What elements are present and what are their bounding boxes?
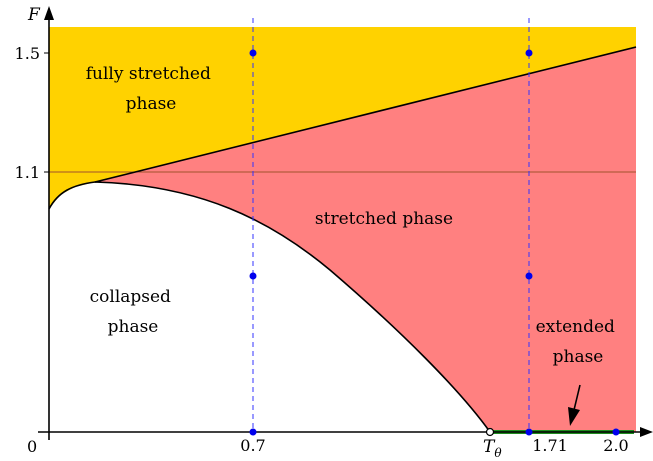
collapsed-label: collapsed phase — [90, 287, 177, 337]
stretched-label: stretched phase — [315, 209, 453, 229]
y-axis-label: F — [27, 5, 41, 25]
upper-boundary — [94, 46, 637, 183]
point-20-axis — [612, 428, 620, 436]
extended-label-line1: extended — [536, 317, 615, 337]
point-171-high — [525, 49, 533, 57]
theta-label-subscript: θ — [494, 446, 502, 460]
extended-arrow-shaft — [573, 384, 581, 411]
fully-stretched-label-line1: fully stretched — [86, 64, 211, 84]
extended-label: extended phase — [536, 317, 621, 367]
x-axis-arrowhead — [640, 427, 653, 437]
x-tick-label-20: 2.0 — [603, 436, 628, 455]
x-tick-label-07: 0.7 — [240, 436, 265, 455]
y-tick-label-15: 1.5 — [15, 44, 40, 63]
point-07-mid — [249, 272, 257, 280]
fully-stretched-label-line2: phase — [126, 94, 177, 114]
extended-arrow-head — [568, 407, 580, 426]
fully-stretched-label: fully stretched phase — [86, 64, 217, 114]
point-171-mid — [525, 272, 533, 280]
stretched-region — [95, 47, 636, 432]
collapsed-label-line2: phase — [108, 317, 159, 337]
y-axis-arrowhead — [44, 6, 54, 20]
extended-label-line2: phase — [553, 347, 604, 367]
point-07-high — [249, 49, 257, 57]
y-tick-label-11: 1.1 — [15, 163, 40, 182]
theta-point — [485, 427, 495, 437]
point-171-axis — [525, 428, 533, 436]
x-tick-label-171: 1.71 — [532, 436, 568, 455]
fully-stretched-region — [49, 27, 636, 209]
theta-label-symbol: T — [483, 437, 496, 457]
origin-label: 0 — [27, 437, 37, 456]
collapsed-label-line1: collapsed — [90, 287, 171, 307]
collapsed-boundary — [48, 181, 491, 433]
point-07-axis — [249, 428, 257, 436]
theta-label: Tθ — [483, 437, 502, 460]
